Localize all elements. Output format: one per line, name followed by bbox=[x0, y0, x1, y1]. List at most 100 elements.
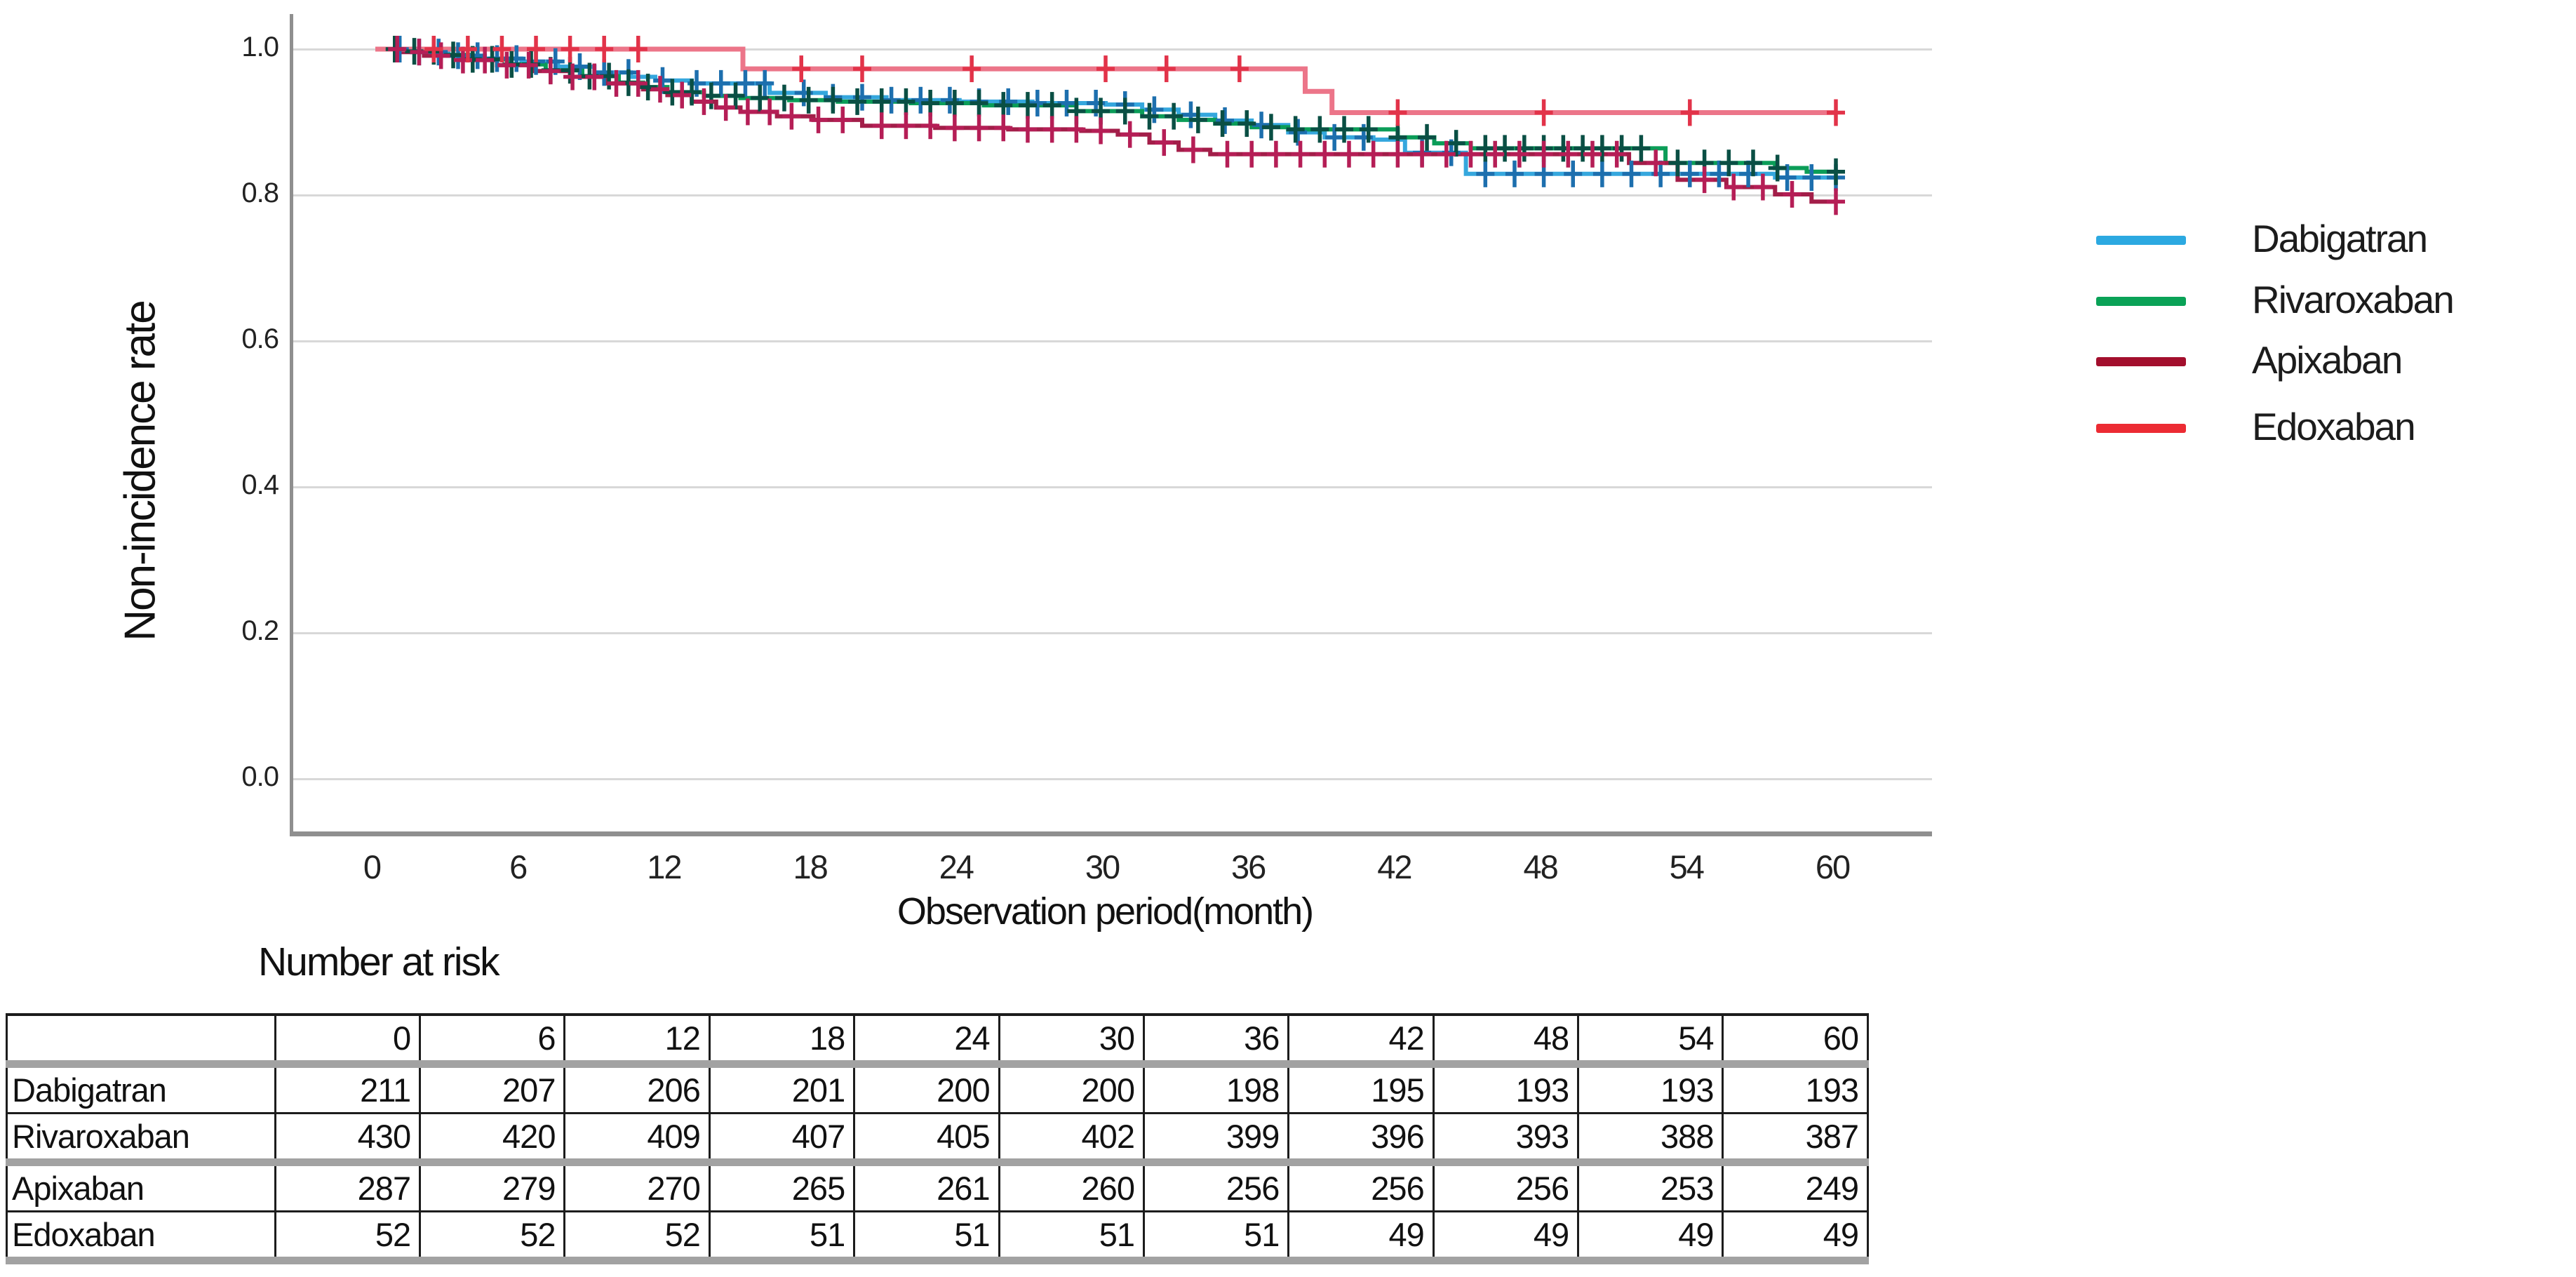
risk-value-cell: 265 bbox=[708, 1162, 856, 1212]
number-at-risk-title: Number at risk bbox=[258, 940, 500, 984]
risk-value-cell: 51 bbox=[708, 1211, 856, 1264]
risk-header-month: 54 bbox=[1577, 1013, 1724, 1068]
x-tick-label: 24 bbox=[939, 848, 974, 885]
risk-value-cell: 193 bbox=[1432, 1064, 1580, 1114]
risk-value-cell: 253 bbox=[1577, 1162, 1724, 1212]
plot-area bbox=[290, 14, 1932, 836]
risk-value-cell: 207 bbox=[419, 1064, 566, 1114]
y-tick-label: 1.0 bbox=[241, 32, 279, 62]
risk-value-cell: 49 bbox=[1577, 1211, 1724, 1264]
risk-value-cell: 201 bbox=[708, 1064, 856, 1114]
risk-value-cell: 256 bbox=[1287, 1162, 1435, 1212]
x-tick-label: 60 bbox=[1815, 848, 1851, 885]
risk-table-row-edoxaban: Edoxaban 52 52 52 51 51 51 51 49 49 49 49 bbox=[6, 1211, 1869, 1264]
risk-value-cell: 388 bbox=[1577, 1113, 1724, 1166]
legend-swatch-icon bbox=[2096, 297, 2186, 306]
risk-value-cell: 405 bbox=[853, 1113, 1000, 1166]
number-at-risk-table: 0 6 12 18 24 30 36 42 48 54 60 Dabigatran 211 207 206 2… bbox=[6, 1013, 1869, 1264]
risk-header-month: 12 bbox=[563, 1013, 711, 1068]
gridline-0.4 bbox=[293, 486, 1932, 488]
risk-value-cell: 260 bbox=[998, 1162, 1145, 1212]
x-tick-label: 18 bbox=[793, 848, 828, 885]
risk-value-cell: 49 bbox=[1722, 1211, 1869, 1264]
risk-value-cell: 200 bbox=[998, 1064, 1145, 1114]
y-tick-label: 0.0 bbox=[241, 761, 279, 792]
risk-header-month: 0 bbox=[274, 1013, 422, 1068]
risk-value-cell: 393 bbox=[1432, 1113, 1580, 1166]
y-tick-label: 0.2 bbox=[241, 615, 279, 646]
y-tick-label: 0.8 bbox=[241, 178, 279, 208]
risk-value-cell: 198 bbox=[1142, 1064, 1290, 1114]
risk-value-cell: 52 bbox=[419, 1211, 566, 1264]
risk-header-month: 30 bbox=[998, 1013, 1145, 1068]
risk-value-cell: 52 bbox=[274, 1211, 422, 1264]
x-tick-label: 42 bbox=[1377, 848, 1412, 885]
risk-value-cell: 387 bbox=[1722, 1113, 1869, 1166]
risk-value-cell: 430 bbox=[274, 1113, 422, 1166]
censor-marks-apixaban bbox=[388, 36, 1845, 215]
risk-value-cell: 211 bbox=[274, 1064, 422, 1114]
legend-swatch-icon bbox=[2096, 424, 2186, 433]
x-tick-label: 0 bbox=[363, 848, 382, 885]
x-axis-title: Observation period(month) bbox=[897, 890, 1314, 932]
risk-value-cell: 256 bbox=[1432, 1162, 1580, 1212]
x-tick-label: 36 bbox=[1231, 848, 1266, 885]
legend-label: Rivaroxaban bbox=[2252, 278, 2455, 321]
risk-header-month: 42 bbox=[1287, 1013, 1435, 1068]
risk-value-cell: 256 bbox=[1142, 1162, 1290, 1212]
risk-header-month: 24 bbox=[853, 1013, 1000, 1068]
risk-value-cell: 49 bbox=[1287, 1211, 1435, 1264]
gridline-0.6 bbox=[293, 340, 1932, 342]
legend-label: Edoxaban bbox=[2252, 405, 2416, 448]
risk-value-cell: 51 bbox=[1142, 1211, 1290, 1264]
legend-swatch-icon bbox=[2096, 236, 2186, 245]
x-tick-label: 54 bbox=[1669, 848, 1705, 885]
risk-value-cell: 261 bbox=[853, 1162, 1000, 1212]
gridline-1.0 bbox=[293, 48, 1932, 51]
y-tick-label: 0.4 bbox=[241, 469, 279, 500]
risk-table-row-apixaban: Apixaban 287 279 270 265 261 260 256 256 256 253 24… bbox=[6, 1162, 1869, 1212]
risk-value-cell: 270 bbox=[563, 1162, 711, 1212]
risk-value-cell: 51 bbox=[998, 1211, 1145, 1264]
risk-value-cell: 287 bbox=[274, 1162, 422, 1212]
risk-value-cell: 409 bbox=[563, 1113, 711, 1166]
legend-swatch-icon bbox=[2096, 357, 2186, 366]
survival-curve-edoxaban bbox=[375, 46, 1836, 115]
risk-header-month: 60 bbox=[1722, 1013, 1869, 1068]
risk-value-cell: 249 bbox=[1722, 1162, 1869, 1212]
risk-row-label: Apixaban bbox=[6, 1162, 276, 1212]
x-tick-label: 48 bbox=[1523, 848, 1558, 885]
censor-marks-edoxaban bbox=[424, 36, 1845, 126]
risk-value-cell: 407 bbox=[708, 1113, 856, 1166]
risk-row-label: Rivaroxaban bbox=[6, 1113, 276, 1166]
x-tick-label: 6 bbox=[509, 848, 528, 885]
risk-header-month: 18 bbox=[708, 1013, 856, 1068]
risk-value-cell: 402 bbox=[998, 1113, 1145, 1166]
gridline-0.0 bbox=[293, 778, 1932, 780]
risk-row-label: Edoxaban bbox=[6, 1211, 276, 1264]
risk-value-cell: 279 bbox=[419, 1162, 566, 1212]
risk-header-month: 6 bbox=[419, 1013, 566, 1068]
y-axis-title: Non-incidence rate bbox=[116, 301, 165, 641]
risk-value-cell: 193 bbox=[1722, 1064, 1869, 1114]
risk-value-cell: 396 bbox=[1287, 1113, 1435, 1166]
risk-value-cell: 193 bbox=[1577, 1064, 1724, 1114]
gridline-0.8 bbox=[293, 194, 1932, 196]
legend-label: Dabigatran bbox=[2252, 217, 2428, 260]
risk-value-cell: 195 bbox=[1287, 1064, 1435, 1114]
risk-header-blank bbox=[6, 1013, 276, 1068]
risk-header-month: 36 bbox=[1142, 1013, 1290, 1068]
risk-value-cell: 52 bbox=[563, 1211, 711, 1264]
x-tick-label: 30 bbox=[1085, 848, 1120, 885]
risk-value-cell: 200 bbox=[853, 1064, 1000, 1114]
risk-value-cell: 206 bbox=[563, 1064, 711, 1114]
risk-value-cell: 49 bbox=[1432, 1211, 1580, 1264]
risk-table-row-rivaroxaban: Rivaroxaban 430 420 409 407 405 402 399 396 393 38… bbox=[6, 1113, 1869, 1166]
risk-table-header-row: 0 6 12 18 24 30 36 42 48 54 60 bbox=[6, 1013, 1869, 1068]
risk-value-cell: 420 bbox=[419, 1113, 566, 1166]
risk-table-row-dabigatran: Dabigatran 211 207 206 201 200 200 198 195 193 193… bbox=[6, 1064, 1869, 1114]
risk-value-cell: 399 bbox=[1142, 1113, 1290, 1166]
risk-row-label: Dabigatran bbox=[6, 1064, 276, 1114]
gridline-0.2 bbox=[293, 632, 1932, 634]
legend-label: Apixaban bbox=[2252, 338, 2403, 382]
